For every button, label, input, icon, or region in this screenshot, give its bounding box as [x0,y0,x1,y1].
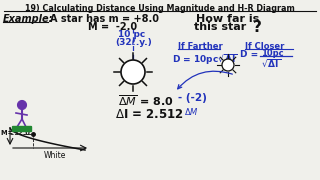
Text: 10pc: 10pc [261,49,284,58]
Text: M= -2.0: M= -2.0 [1,130,30,136]
Text: 19) Calculating Distance Using Magnitude and H-R Diagram: 19) Calculating Distance Using Magnitude… [25,4,295,13]
FancyBboxPatch shape [12,127,31,132]
Text: ?: ? [253,20,262,35]
Text: $\Delta M$: $\Delta M$ [184,106,199,117]
Text: White: White [44,151,66,160]
Text: this star: this star [194,22,246,32]
Text: - (-2): - (-2) [178,93,207,103]
Text: (32ℓ.y.): (32ℓ.y.) [115,38,152,47]
Text: A star has m = +8.0: A star has m = +8.0 [50,14,159,24]
Circle shape [18,100,27,109]
Circle shape [222,59,234,71]
Text: If Closer: If Closer [245,42,284,51]
Text: Example:: Example: [3,14,53,24]
Text: $\mathbf{\sqrt{\Delta I}}$: $\mathbf{\sqrt{\Delta I}}$ [261,57,281,69]
Text: How far is: How far is [196,14,260,24]
Text: D =: D = [240,50,258,59]
Text: If Farther: If Farther [178,42,223,51]
Text: M =  -2.0: M = -2.0 [88,22,137,32]
Text: $\Delta \mathbf{I}$ = 2.512: $\Delta \mathbf{I}$ = 2.512 [115,108,184,121]
Text: $\overline{\Delta M}$ = 8.0: $\overline{\Delta M}$ = 8.0 [118,93,173,108]
Circle shape [121,60,145,84]
Text: 10 pc: 10 pc [118,30,145,39]
FancyArrowPatch shape [178,71,232,89]
Text: D = 10pc$\mathbf{\sqrt{\Delta I}}$: D = 10pc$\mathbf{\sqrt{\Delta I}}$ [172,52,238,67]
